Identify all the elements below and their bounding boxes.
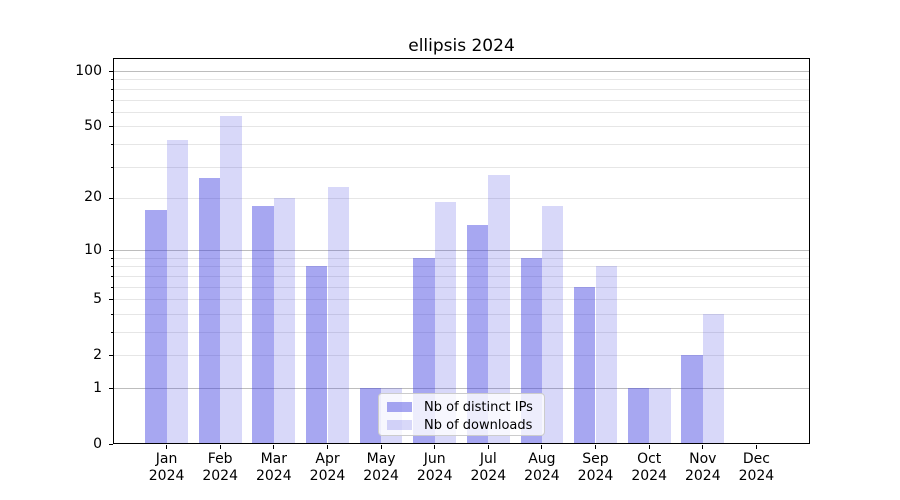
y-tick-label-0: 0 bbox=[93, 435, 102, 452]
y-tick-label-50: 50 bbox=[84, 117, 102, 134]
gridline-y-1 bbox=[114, 388, 809, 389]
y-minor-tick-mark-6 bbox=[110, 286, 113, 288]
gridline-y-30 bbox=[114, 166, 809, 168]
bar-distinct-ips-nov bbox=[681, 355, 703, 444]
gridline-y-6 bbox=[114, 286, 809, 288]
bar-distinct-ips-jul bbox=[466, 225, 489, 444]
x-tick-mark-dec bbox=[755, 445, 757, 449]
y-tick-label-2: 2 bbox=[93, 346, 102, 363]
y-minor-tick-mark-60 bbox=[110, 111, 113, 113]
x-tick-mark-feb bbox=[219, 445, 221, 449]
legend-label-distinct-ips: Nb of distinct IPs bbox=[424, 399, 533, 415]
gridline-y-80 bbox=[114, 88, 809, 90]
gridline-y-5 bbox=[114, 299, 809, 301]
gridline-y-3 bbox=[114, 332, 809, 333]
x-tick-mark-jun bbox=[434, 445, 436, 449]
x-tick-mark-apr bbox=[326, 445, 329, 449]
y-minor-tick-mark-3 bbox=[110, 332, 113, 333]
y-minor-tick-mark-8 bbox=[110, 266, 113, 268]
gridline-y-7 bbox=[114, 275, 809, 277]
y-minor-tick-mark-80 bbox=[110, 88, 113, 90]
bar-distinct-ips-sep bbox=[574, 286, 596, 444]
y-minor-tick-mark-4 bbox=[110, 313, 113, 315]
x-tick-label-jan: Jan 2024 bbox=[148, 451, 185, 484]
x-tick-label-oct: Oct 2024 bbox=[631, 451, 667, 484]
bar-distinct-ips-feb bbox=[198, 177, 221, 444]
bar-downloads-jan bbox=[166, 140, 188, 444]
y-tick-label-20: 20 bbox=[84, 189, 102, 206]
bar-downloads-jul bbox=[488, 174, 510, 444]
x-tick-label-may: May 2024 bbox=[363, 451, 399, 484]
x-tick-label-dec: Dec 2024 bbox=[738, 451, 775, 484]
x-tick-label-jul: Jul 2024 bbox=[470, 451, 507, 484]
bar-downloads-nov bbox=[702, 313, 725, 444]
bar-distinct-ips-apr bbox=[306, 266, 328, 444]
gridline-y-100 bbox=[114, 71, 809, 72]
bar-distinct-ips-may bbox=[359, 388, 382, 444]
gridline-y-2 bbox=[114, 355, 809, 357]
y-minor-tick-mark-70 bbox=[110, 99, 113, 101]
gridline-y-50 bbox=[114, 126, 809, 128]
y-tick-label-5: 5 bbox=[93, 290, 102, 307]
x-tick-label-nov: Nov 2024 bbox=[684, 451, 721, 484]
bar-downloads-aug bbox=[541, 206, 564, 444]
x-tick-mark-jan bbox=[166, 445, 168, 449]
gridline-y-70 bbox=[114, 99, 809, 101]
x-tick-label-mar: Mar 2024 bbox=[255, 451, 292, 484]
bar-downloads-oct bbox=[649, 388, 671, 444]
legend-swatch-downloads-icon bbox=[387, 420, 412, 430]
x-tick-label-apr: Apr 2024 bbox=[309, 451, 346, 484]
bar-downloads-mar bbox=[273, 197, 296, 444]
gridline-y-9 bbox=[114, 257, 809, 259]
bar-distinct-ips-jan bbox=[145, 210, 167, 444]
bar-distinct-ips-oct bbox=[627, 388, 650, 444]
y-minor-tick-mark-7 bbox=[110, 275, 113, 277]
y-tick-label-10: 10 bbox=[84, 241, 102, 258]
bar-downloads-sep bbox=[595, 266, 617, 444]
bar-downloads-feb bbox=[220, 115, 242, 444]
y-minor-tick-mark-30 bbox=[110, 166, 113, 168]
gridline-y-40 bbox=[114, 143, 809, 145]
x-tick-label-feb: Feb 2024 bbox=[202, 451, 238, 484]
y-tick-mark-5 bbox=[108, 299, 113, 301]
y-tick-mark-20 bbox=[108, 197, 113, 200]
x-tick-mark-mar bbox=[273, 445, 275, 449]
gridline-y-90 bbox=[114, 79, 809, 81]
gridline-y-4 bbox=[114, 313, 809, 315]
legend-item-downloads: Nb of downloads bbox=[379, 416, 544, 434]
bar-downloads-apr bbox=[327, 187, 349, 444]
y-tick-mark-100 bbox=[108, 71, 113, 73]
y-tick-label-1: 1 bbox=[93, 379, 102, 396]
gridline-y-10 bbox=[114, 250, 809, 252]
y-minor-tick-mark-9 bbox=[110, 257, 113, 259]
y-minor-tick-mark-90 bbox=[110, 79, 113, 81]
x-tick-mark-nov bbox=[702, 445, 704, 449]
legend-swatch-distinct-ips-icon bbox=[387, 402, 412, 412]
y-tick-mark-1 bbox=[108, 388, 113, 390]
x-tick-mark-jul bbox=[487, 445, 489, 449]
bar-distinct-ips-mar bbox=[252, 206, 274, 444]
x-tick-mark-may bbox=[380, 445, 382, 449]
legend: Nb of distinct IPs Nb of downloads bbox=[378, 393, 545, 436]
legend-label-downloads: Nb of downloads bbox=[424, 417, 533, 433]
chart-title: ellipsis 2024 bbox=[408, 36, 515, 56]
x-tick-label-jun: Jun 2024 bbox=[416, 451, 453, 484]
y-minor-tick-mark-40 bbox=[110, 143, 113, 145]
gridline-y-20 bbox=[114, 197, 809, 199]
gridline-y-60 bbox=[114, 111, 809, 113]
x-tick-mark-aug bbox=[541, 445, 543, 449]
legend-item-distinct-ips: Nb of distinct IPs bbox=[379, 398, 544, 416]
x-tick-label-aug: Aug 2024 bbox=[524, 451, 560, 484]
x-tick-label-sep: Sep 2024 bbox=[577, 451, 614, 484]
x-tick-mark-sep bbox=[594, 445, 597, 449]
x-tick-mark-oct bbox=[648, 445, 650, 449]
y-tick-label-100: 100 bbox=[75, 62, 102, 79]
y-tick-mark-50 bbox=[108, 126, 113, 128]
bar-downloads-jun bbox=[434, 201, 457, 444]
gridline-y-8 bbox=[114, 266, 809, 268]
y-tick-mark-10 bbox=[108, 250, 113, 252]
y-tick-mark-0 bbox=[108, 444, 113, 446]
y-tick-mark-2 bbox=[108, 355, 113, 357]
